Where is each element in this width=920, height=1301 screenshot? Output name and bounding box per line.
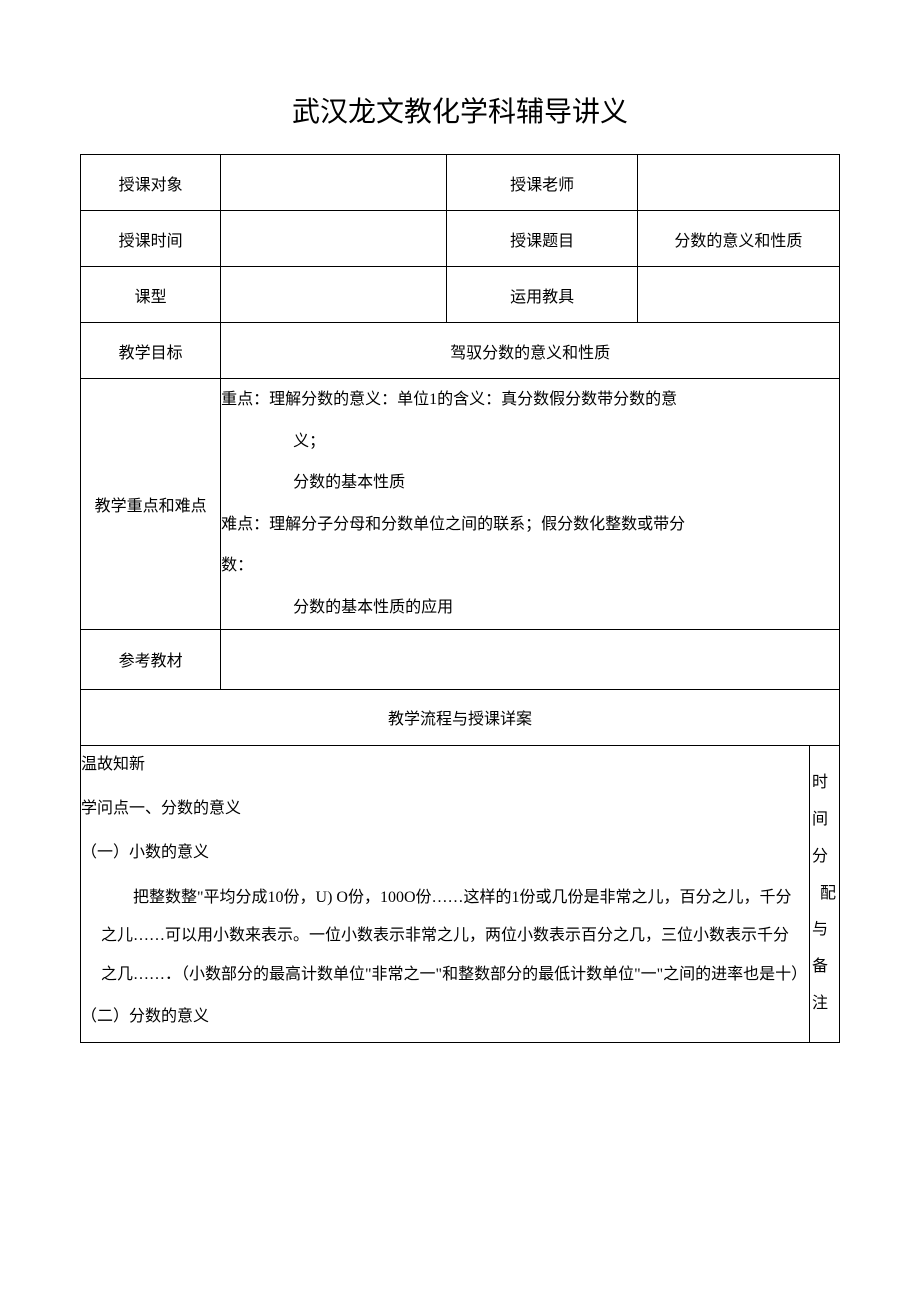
page-title: 武汉龙文教化学科辅导讲义 <box>80 90 840 130</box>
side-char: 分 <box>810 839 839 876</box>
label-subject: 授课对象 <box>81 155 221 211</box>
value-reference <box>221 629 840 689</box>
label-keypoints: 教学重点和难点 <box>81 379 221 630</box>
value-subject <box>221 155 447 211</box>
value-goal: 驾驭分数的意义和性质 <box>221 323 840 379</box>
keypoint-line: 重点：理解分数的意义：单位1的含义：真分数假分数带分数的意 <box>221 379 839 421</box>
label-teacher: 授课老师 <box>447 155 637 211</box>
label-topic: 授课题目 <box>447 211 637 267</box>
content-heading: （一）小数的意义 <box>81 834 809 872</box>
value-teacher <box>637 155 839 211</box>
side-char: 备 <box>810 949 839 986</box>
label-goal: 教学目标 <box>81 323 221 379</box>
content-heading: 学问点一、分数的意义 <box>81 790 809 828</box>
value-keypoints: 重点：理解分数的意义：单位1的含义：真分数假分数带分数的意 义； 分数的基本性质… <box>221 379 840 630</box>
table-row: 课型 运用教具 <box>81 267 840 323</box>
label-tools: 运用教具 <box>447 267 637 323</box>
table-row: 授课对象 授课老师 <box>81 155 840 211</box>
value-time <box>221 211 447 267</box>
value-tools <box>637 267 839 323</box>
keypoint-line: 数： <box>221 545 839 587</box>
content-heading: 温故知新 <box>81 746 809 784</box>
table-row: 授课时间 授课题目 分数的意义和性质 <box>81 211 840 267</box>
label-reference: 参考教材 <box>81 629 221 689</box>
table-row: 温故知新 学问点一、分数的意义 （一）小数的意义 把整数整"平均分成10份，U)… <box>81 745 840 1043</box>
value-type <box>221 267 447 323</box>
content-heading: （二）分数的意义 <box>81 998 809 1036</box>
content-paragraph: 把整数整"平均分成10份，U) O份，100O份……这样的1份或几份是非常之儿，… <box>81 879 809 994</box>
side-char: 与 <box>810 912 839 949</box>
flow-title: 教学流程与授课详案 <box>81 689 840 745</box>
table-row: 教学重点和难点 重点：理解分数的意义：单位1的含义：真分数假分数带分数的意 义；… <box>81 379 840 630</box>
keypoint-line: 义； <box>221 421 839 463</box>
table-row: 参考教材 <box>81 629 840 689</box>
keypoint-line: 分数的基本性质 <box>221 462 839 504</box>
content-body: 温故知新 学问点一、分数的意义 （一）小数的意义 把整数整"平均分成10份，U)… <box>81 745 810 1043</box>
lesson-table: 授课对象 授课老师 授课时间 授课题目 分数的意义和性质 课型 运用教具 教学目… <box>80 154 840 1043</box>
side-char: 间 <box>810 802 839 839</box>
side-char: 时 <box>810 765 839 802</box>
table-row: 教学目标 驾驭分数的意义和性质 <box>81 323 840 379</box>
keypoint-line: 分数的基本性质的应用 <box>221 587 839 629</box>
side-char: 注 <box>810 986 839 1023</box>
value-topic: 分数的意义和性质 <box>637 211 839 267</box>
label-time: 授课时间 <box>81 211 221 267</box>
side-notes: 时 间 分 配 与 备 注 <box>809 745 839 1043</box>
keypoint-line: 难点：理解分子分母和分数单位之间的联系；假分数化整数或带分 <box>221 504 839 546</box>
label-type: 课型 <box>81 267 221 323</box>
side-char: 配 <box>810 876 839 913</box>
table-row: 教学流程与授课详案 <box>81 689 840 745</box>
